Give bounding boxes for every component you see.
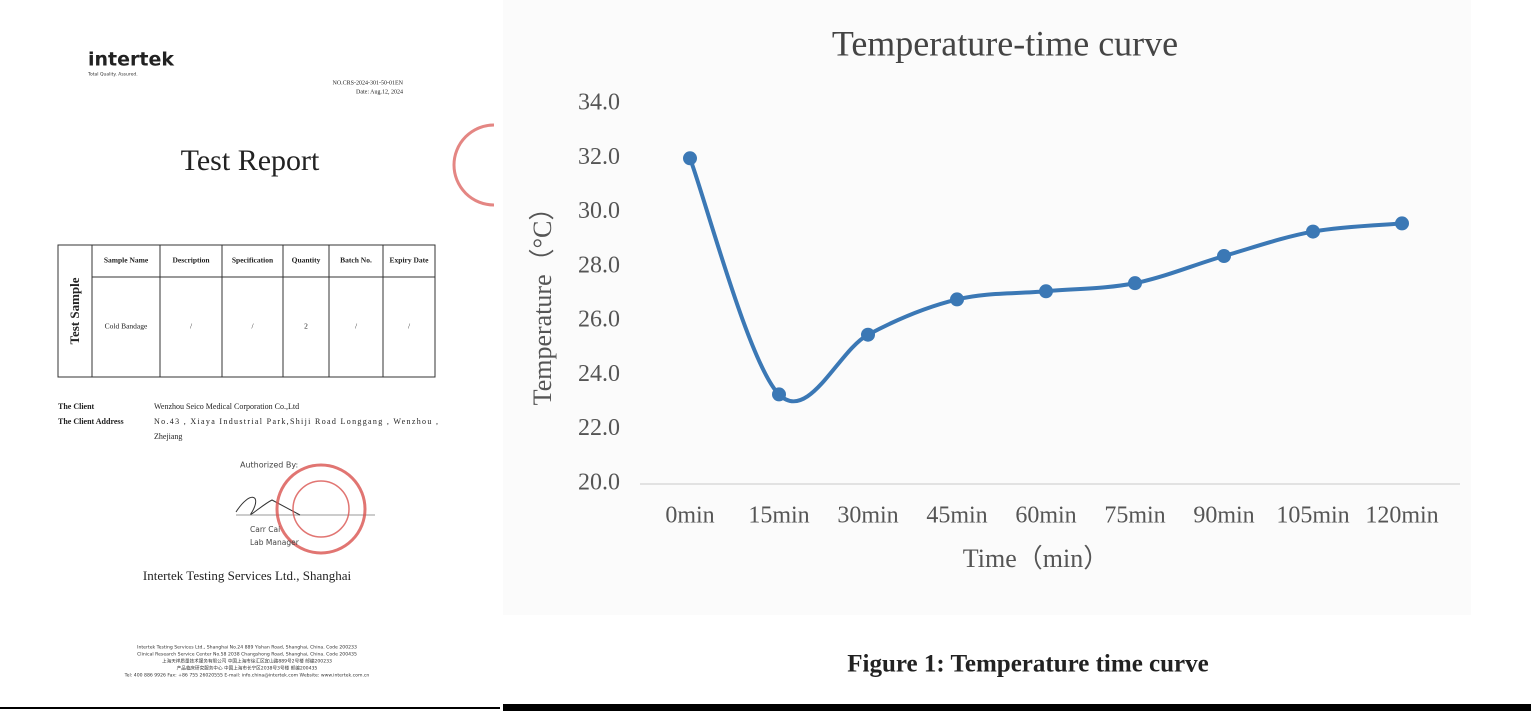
x-tick-label: 45min	[926, 503, 987, 529]
data-point	[1128, 276, 1142, 291]
x-tick-label: 30min	[837, 503, 898, 529]
footer-line: Clinical Research Service Center No.58 2…	[137, 652, 357, 658]
footer-line: Tel: 400 886 9926 Fax: +86 755 26020555 …	[124, 673, 370, 679]
report-page: intertek Total Quality. Assured. NO.CRS-…	[0, 49, 500, 709]
footer: Intertek Testing Services Ltd., Shanghai…	[124, 645, 370, 679]
report-date: Date: Aug.12, 2024	[356, 89, 403, 95]
data-point	[1395, 216, 1409, 231]
caption: Figure 1: Temperature time curve	[847, 651, 1209, 678]
y-tick-label: 28.0	[578, 252, 620, 278]
y-tick-label: 20.0	[578, 470, 620, 496]
report-title: Test Report	[181, 144, 320, 177]
authorized-by: Authorized By:	[240, 461, 298, 470]
client: Wenzhou Seico Medical Corporation Co.,Lt…	[154, 402, 299, 411]
signatory: Carr Cai	[250, 525, 280, 534]
stamp	[292, 480, 350, 538]
table-cell: /	[355, 322, 358, 331]
signatory-title: Lab Manager	[250, 538, 300, 547]
y-tick-label: 26.0	[578, 307, 620, 333]
table-cell: Cold Bandage	[105, 322, 148, 331]
x-axis-label: Time（min）	[963, 544, 1109, 573]
footer-line: Intertek Testing Services Ltd., Shanghai…	[137, 645, 357, 651]
column-header: Expiry Date	[390, 256, 430, 265]
sample-table: Test Sample Sample Name Cold Bandage Descr…	[57, 244, 436, 378]
row-header: Test Sample	[67, 277, 82, 344]
y-tick-label: 32.0	[578, 144, 620, 170]
chart-title: Temperature-time curve	[832, 23, 1178, 63]
data-point	[1039, 284, 1053, 299]
x-tick-label: 90min	[1193, 503, 1254, 529]
chart-background	[503, 0, 1471, 615]
address-line: No.43 , Xiaya Industrial Park,Shiji Road…	[154, 417, 438, 426]
y-tick-label: 34.0	[578, 90, 620, 116]
column-header: Sample Name	[104, 256, 149, 265]
stamp	[275, 463, 367, 555]
y-tick-label: 30.0	[578, 198, 620, 224]
data-point	[1217, 249, 1231, 263]
table-cell: 2	[304, 322, 308, 331]
data-point	[772, 387, 786, 402]
data-point	[861, 327, 875, 342]
table-cell: /	[408, 322, 411, 331]
y-tick-label: 24.0	[578, 361, 620, 387]
address-label: The Client Address	[58, 417, 124, 426]
footer-line: 产品临床研究服务中心 中国上海市长宁区2038号3号楼 邮编200435	[177, 665, 318, 672]
client-label: The Client	[58, 402, 95, 411]
signature	[235, 496, 301, 516]
table-cell: /	[190, 322, 193, 331]
x-tick-label: 15min	[748, 503, 809, 529]
x-tick-label: 105min	[1276, 503, 1349, 529]
column-header: Quantity	[292, 256, 321, 265]
table-cell: /	[251, 322, 254, 331]
chart: Temperature-time curve Temperature（°C） T…	[503, 0, 1531, 711]
logo: intertek	[88, 49, 174, 71]
x-tick-label: 0min	[665, 503, 714, 529]
data-point	[950, 292, 964, 307]
report-number: NO.CRS-2024-301-50-01EN	[333, 80, 404, 86]
y-tick-label: 22.0	[578, 415, 620, 441]
company: Intertek Testing Services Ltd., Shanghai	[143, 568, 352, 583]
column-header: Description	[172, 256, 210, 265]
scan-edge	[0, 707, 500, 709]
data-point	[1306, 224, 1320, 239]
footer-line: 上海天祥质量技术服务有限公司 中国上海市徐汇区宜山路889号2号楼 邮编2002…	[162, 658, 332, 665]
y-axis-label: Temperature（°C）	[528, 195, 557, 406]
data-point	[683, 151, 697, 166]
address-line: Zhejiang	[154, 432, 182, 441]
tagline: Total Quality. Assured.	[87, 72, 138, 78]
scan-edge	[503, 704, 1531, 711]
x-tick-label: 60min	[1015, 503, 1076, 529]
column-header: Specification	[232, 256, 274, 265]
x-tick-label: 120min	[1365, 503, 1438, 529]
x-tick-label: 75min	[1104, 503, 1165, 529]
stamp	[452, 123, 495, 207]
column-header: Batch No.	[340, 256, 372, 265]
table-border	[57, 244, 436, 378]
